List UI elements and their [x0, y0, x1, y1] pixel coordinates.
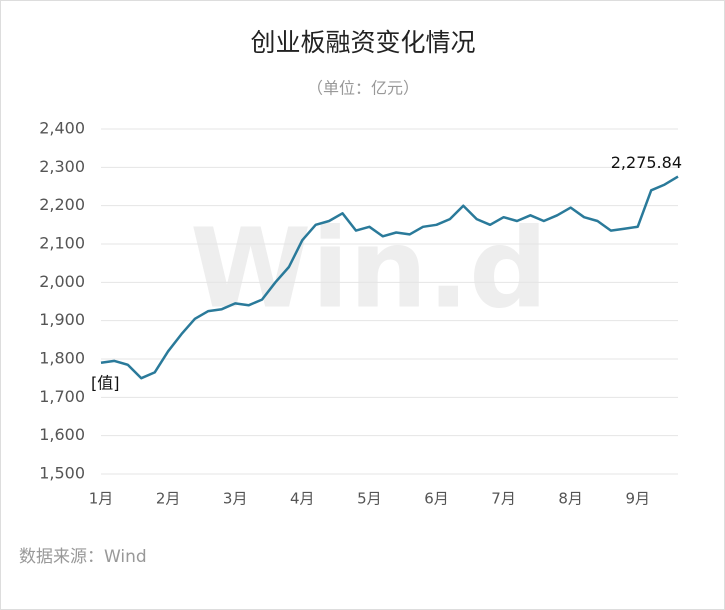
x-tick-label: 6月 — [424, 490, 449, 508]
x-tick-label: 5月 — [357, 490, 382, 508]
x-tick-label: 9月 — [625, 490, 650, 508]
y-tick-label: 2,400 — [39, 119, 85, 138]
x-tick-label: 2月 — [156, 490, 181, 508]
x-tick-label: 3月 — [223, 490, 248, 508]
watermark: Win.d — [190, 204, 548, 332]
y-tick-label: 1,900 — [39, 310, 85, 329]
line — [100, 175, 679, 380]
y-tick-label: 2,300 — [39, 157, 85, 176]
x-tick-label: 8月 — [558, 490, 583, 508]
y-tick-label: 1,600 — [39, 425, 85, 444]
data-label: 2,275.84 — [611, 153, 682, 172]
x-tick-label: 4月 — [290, 490, 315, 508]
annotation: [值] — [91, 374, 120, 393]
chart-title: 创业板融资变化情况 — [250, 28, 475, 57]
y-tick-label: 2,200 — [39, 195, 85, 214]
y-tick-label: 1,700 — [39, 387, 85, 406]
x-tick-label: 1月 — [89, 490, 114, 508]
chart-subtitle: （单位：亿元） — [307, 79, 419, 98]
source: 数据来源：Wind — [19, 547, 147, 567]
y-tick-label: 2,000 — [39, 272, 85, 291]
y-tick-label: 1,800 — [39, 349, 85, 368]
y-tick-label: 2,100 — [39, 234, 85, 253]
y-tick-label: 1,500 — [39, 464, 85, 483]
x-tick-label: 7月 — [491, 490, 516, 508]
